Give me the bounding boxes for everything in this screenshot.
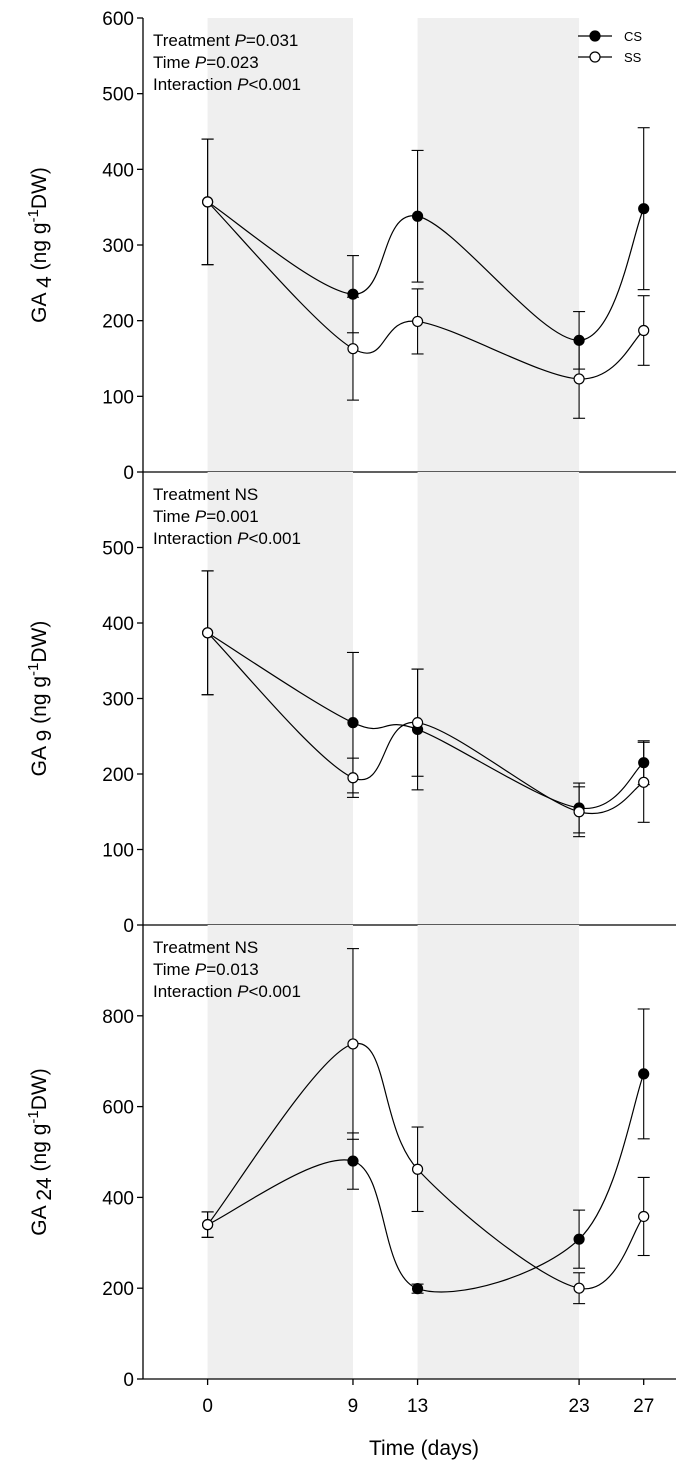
data-point-ss — [202, 627, 214, 639]
data-point-ss — [638, 1210, 650, 1223]
panel-2: 0 100 200 300 400 500 GA 9 (ng g-1DW) Treatment… — [25, 472, 676, 937]
legend: CS SS — [578, 29, 642, 65]
stats-annotation: Treatment NS — [153, 485, 258, 504]
x-tick-label: 27 — [633, 1396, 654, 1417]
legend-marker — [589, 30, 601, 42]
stats-annotation: Time P=0.023 — [153, 53, 259, 72]
data-point-ss — [573, 1282, 585, 1294]
y-tick-label: 400 — [102, 1188, 134, 1209]
data-point-ss — [573, 806, 585, 818]
shaded-band — [417, 18, 580, 472]
stats-annotation: Interaction P<0.001 — [153, 75, 301, 94]
x-tick-label: 0 — [202, 1396, 213, 1417]
stats-annotation: Treatment P=0.031 — [153, 31, 298, 50]
data-point-ss — [573, 373, 585, 385]
data-point-ss — [347, 343, 359, 355]
shaded-band — [417, 925, 580, 1379]
data-point-ss — [411, 1163, 424, 1175]
stats-annotation: Time P=0.001 — [153, 507, 259, 526]
y-tick-label: 400 — [102, 614, 134, 635]
y-axis-label: GA 24 (ng g-1DW) — [25, 1068, 57, 1235]
x-tick-label: 9 — [348, 1396, 359, 1417]
y-tick-label: 100 — [102, 387, 134, 408]
y-tick-label: 0 — [123, 463, 134, 484]
data-point-cs — [638, 1068, 650, 1080]
panel-3: 0 200 400 600 800 GA 24 (ng g-1DW) Treatment N… — [25, 925, 676, 1391]
y-axis-label: GA 9 (ng g-1DW) — [25, 621, 57, 777]
stats-annotation: Interaction P<0.001 — [153, 982, 301, 1001]
y-axis-label: GA 4 (ng g-1DW) — [25, 167, 57, 323]
y-tick-label: 100 — [102, 841, 134, 862]
y-tick-label: 500 — [102, 539, 134, 560]
data-point-ss — [411, 315, 424, 328]
data-point-ss — [347, 1038, 359, 1050]
shaded-band — [207, 925, 353, 1379]
y-tick-label: 400 — [102, 160, 134, 181]
shaded-band — [417, 472, 580, 925]
y-tick-label: 600 — [102, 1098, 134, 1119]
data-point-cs — [411, 210, 424, 222]
data-point-cs — [638, 203, 650, 215]
data-point-ss — [638, 776, 650, 788]
y-tick-label: 200 — [102, 312, 134, 333]
x-tick-label: 13 — [407, 1396, 428, 1417]
data-point-ss — [202, 196, 214, 208]
y-tick-label: 200 — [102, 1279, 134, 1300]
y-tick-label: 200 — [102, 765, 134, 786]
data-point-cs — [347, 717, 359, 729]
data-point-cs — [347, 1155, 359, 1167]
y-tick-label: 800 — [102, 1007, 134, 1028]
data-point-ss — [638, 324, 650, 337]
stats-annotation: Time P=0.013 — [153, 960, 259, 979]
series-line-ss — [207, 632, 644, 815]
y-tick-label: 0 — [123, 1370, 134, 1391]
y-tick-label: 300 — [102, 236, 134, 257]
legend-label: CS — [624, 29, 642, 44]
panel-1: 0 100 200 300 400 500 600 GA 4 (ng g-1DW) Treatm… — [25, 9, 676, 484]
stats-annotation: Treatment NS — [153, 938, 258, 957]
y-tick-label: 300 — [102, 690, 134, 711]
data-point-cs — [411, 1283, 424, 1295]
data-point-ss — [347, 772, 359, 784]
x-axis-label: Time (days) — [369, 1437, 479, 1460]
series-line-ss — [207, 1042, 645, 1290]
shaded-band — [207, 472, 353, 925]
legend-label: SS — [624, 50, 642, 65]
shaded-band — [207, 18, 353, 472]
data-point-ss — [202, 1219, 214, 1231]
y-tick-label: 500 — [102, 85, 134, 106]
y-tick-label: 600 — [102, 9, 134, 30]
data-point-cs — [573, 1233, 585, 1245]
legend-marker — [589, 51, 601, 63]
y-tick-label: 0 — [123, 916, 134, 937]
stats-annotation: Interaction P<0.001 — [153, 529, 301, 548]
data-point-ss — [411, 717, 424, 729]
x-tick-label: 23 — [569, 1396, 590, 1417]
